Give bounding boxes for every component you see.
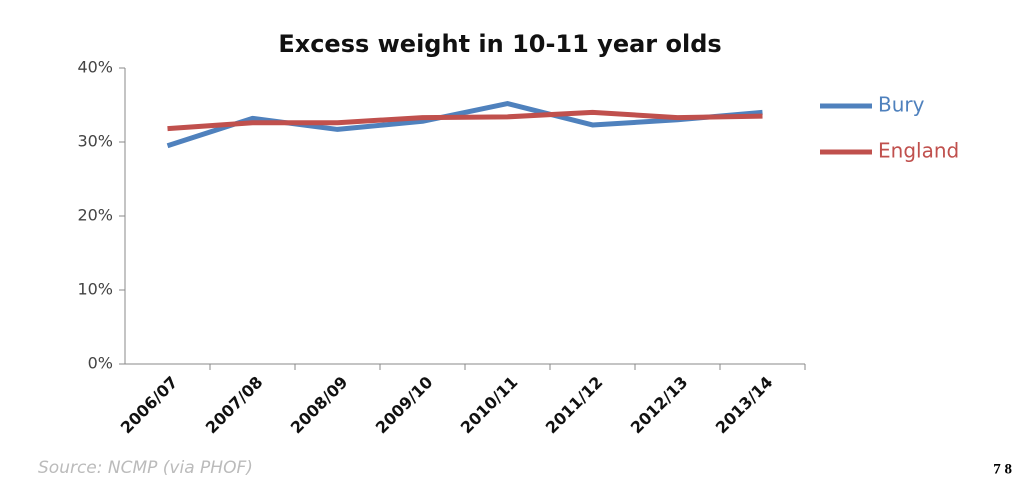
- y-tick-label: 40%: [77, 58, 113, 77]
- x-tick-label: 2007/08: [202, 373, 267, 438]
- chart-title: Excess weight in 10-11 year olds: [278, 30, 721, 58]
- x-tick-label: 2009/10: [372, 373, 437, 438]
- line-series: [167, 109, 763, 132]
- line-series: [166, 101, 763, 149]
- x-tick-label: 2010/11: [457, 373, 522, 438]
- y-tick-label: 20%: [77, 206, 113, 225]
- x-tick-label: 2013/14: [712, 373, 777, 438]
- legend-label: England: [878, 139, 959, 163]
- legend-label: Bury: [878, 93, 925, 117]
- x-tick-label: 2006/07: [117, 373, 182, 438]
- x-tick-label: 2008/09: [287, 373, 352, 438]
- y-tick-label: 0%: [88, 354, 113, 373]
- x-tick-label: 2011/12: [542, 373, 607, 438]
- y-tick-label: 10%: [77, 280, 113, 299]
- y-tick-label: 30%: [77, 132, 113, 151]
- x-tick-label: 2012/13: [627, 373, 692, 438]
- page-number: 7 8: [993, 461, 1012, 477]
- source-note: Source: NCMP (via PHOF): [38, 458, 253, 478]
